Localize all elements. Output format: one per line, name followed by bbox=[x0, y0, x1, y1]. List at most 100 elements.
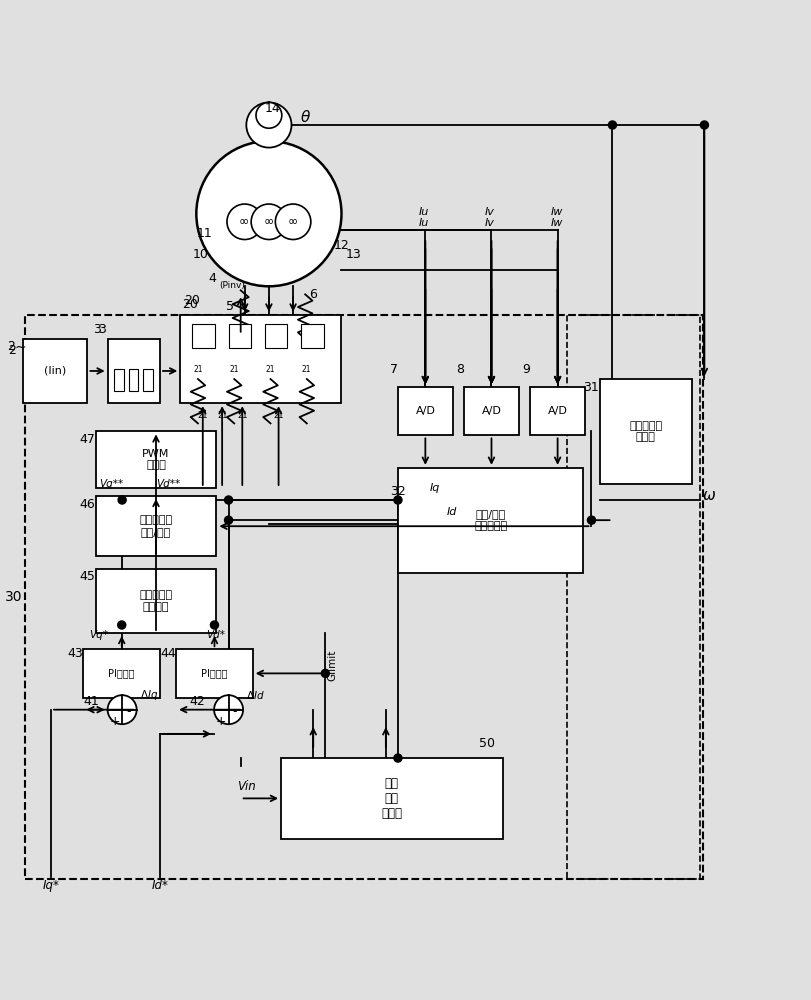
Bar bbox=[264, 324, 287, 348]
Bar bbox=[567, 315, 700, 879]
Bar bbox=[96, 496, 217, 556]
Text: 8: 8 bbox=[456, 363, 463, 376]
Bar bbox=[96, 431, 217, 488]
Bar bbox=[143, 369, 152, 391]
Text: $\Delta$Id: $\Delta$Id bbox=[246, 689, 264, 701]
Text: (Iin): (Iin) bbox=[44, 366, 67, 376]
Text: 21: 21 bbox=[229, 365, 238, 374]
Text: 14: 14 bbox=[264, 102, 281, 115]
Text: Glimit: Glimit bbox=[328, 650, 337, 681]
Bar bbox=[96, 569, 217, 633]
Text: 13: 13 bbox=[345, 248, 361, 261]
Text: 21: 21 bbox=[237, 411, 247, 420]
Bar bbox=[114, 369, 123, 391]
Circle shape bbox=[225, 516, 232, 524]
Bar bbox=[599, 379, 692, 484]
Circle shape bbox=[225, 496, 232, 504]
Text: 46: 46 bbox=[79, 498, 95, 511]
Text: 坐标转换部
相三/相二: 坐标转换部 相三/相二 bbox=[139, 515, 173, 537]
Circle shape bbox=[227, 204, 262, 240]
Bar bbox=[23, 339, 88, 403]
Text: 非干扰控制
运算部分: 非干扰控制 运算部分 bbox=[139, 590, 173, 612]
Circle shape bbox=[607, 121, 616, 129]
Circle shape bbox=[214, 695, 242, 724]
Circle shape bbox=[118, 496, 126, 504]
Text: 21: 21 bbox=[273, 411, 284, 420]
Circle shape bbox=[393, 496, 401, 504]
Text: 30: 30 bbox=[5, 590, 23, 604]
Circle shape bbox=[246, 102, 291, 148]
Circle shape bbox=[196, 141, 341, 286]
Text: 41: 41 bbox=[84, 695, 99, 708]
Bar bbox=[128, 369, 138, 391]
Text: PI控制部: PI控制部 bbox=[201, 668, 227, 678]
Text: 旋转角速度
计算部: 旋转角速度 计算部 bbox=[629, 421, 662, 442]
Bar bbox=[176, 649, 252, 698]
Bar bbox=[229, 324, 251, 348]
Circle shape bbox=[108, 695, 136, 724]
Text: Iw: Iw bbox=[551, 207, 563, 217]
Circle shape bbox=[251, 204, 286, 240]
Text: 3: 3 bbox=[93, 323, 101, 336]
Text: Iq*: Iq* bbox=[43, 879, 60, 892]
Circle shape bbox=[700, 121, 707, 129]
Bar bbox=[108, 339, 160, 403]
Text: A/D: A/D bbox=[415, 406, 435, 416]
Text: Iu: Iu bbox=[418, 207, 429, 217]
Circle shape bbox=[210, 621, 218, 629]
Text: PWM
控制器: PWM 控制器 bbox=[142, 449, 169, 470]
Circle shape bbox=[321, 669, 329, 677]
Text: 7: 7 bbox=[389, 363, 397, 376]
Text: Iq: Iq bbox=[430, 483, 440, 493]
Circle shape bbox=[118, 621, 126, 629]
Text: 2: 2 bbox=[6, 340, 15, 353]
Text: 4: 4 bbox=[208, 272, 216, 285]
Text: +: + bbox=[216, 715, 226, 728]
Text: Iv: Iv bbox=[484, 207, 494, 217]
Text: 21: 21 bbox=[217, 411, 228, 420]
Text: 21: 21 bbox=[197, 411, 208, 420]
Text: 44: 44 bbox=[160, 647, 175, 660]
Text: 6: 6 bbox=[309, 288, 317, 301]
Text: $\Delta$Iq: $\Delta$Iq bbox=[139, 688, 158, 702]
Text: 9: 9 bbox=[521, 363, 530, 376]
Text: Vq**: Vq** bbox=[100, 479, 123, 489]
Bar bbox=[180, 315, 341, 403]
Text: Iu: Iu bbox=[418, 218, 429, 228]
Text: 43: 43 bbox=[67, 647, 83, 660]
Bar bbox=[281, 758, 502, 839]
Text: $\omega$: $\omega$ bbox=[701, 488, 715, 503]
Text: Vd**: Vd** bbox=[156, 479, 180, 489]
Text: Id: Id bbox=[446, 507, 456, 517]
Text: 32: 32 bbox=[389, 485, 406, 498]
Text: Iv: Iv bbox=[484, 218, 494, 228]
Circle shape bbox=[255, 102, 281, 128]
Text: $\theta$: $\theta$ bbox=[299, 109, 311, 125]
Bar bbox=[397, 387, 453, 435]
Text: A/D: A/D bbox=[481, 406, 501, 416]
Bar bbox=[84, 649, 160, 698]
Text: oo: oo bbox=[288, 217, 298, 226]
Text: PI控制部: PI控制部 bbox=[109, 668, 135, 678]
Text: 45: 45 bbox=[79, 570, 95, 583]
Text: 21: 21 bbox=[193, 365, 203, 374]
Text: 47: 47 bbox=[79, 433, 95, 446]
Text: 42: 42 bbox=[190, 695, 205, 708]
Bar bbox=[397, 468, 582, 573]
Text: 3: 3 bbox=[98, 323, 105, 336]
Text: 20: 20 bbox=[182, 298, 197, 311]
Text: 21: 21 bbox=[265, 365, 275, 374]
Text: Vq*: Vq* bbox=[89, 630, 109, 640]
Text: 三相/二相
坐标转换部: 三相/二相 坐标转换部 bbox=[474, 509, 507, 531]
Bar bbox=[301, 324, 324, 348]
Bar bbox=[25, 315, 702, 879]
Text: oo: oo bbox=[240, 217, 249, 226]
Text: -: - bbox=[126, 705, 131, 718]
Text: 5: 5 bbox=[226, 300, 234, 313]
Text: oo: oo bbox=[264, 217, 273, 226]
Text: 20: 20 bbox=[184, 294, 200, 307]
Circle shape bbox=[275, 204, 311, 240]
Text: 10: 10 bbox=[192, 248, 208, 261]
Text: 12: 12 bbox=[333, 239, 349, 252]
Text: (Pinv): (Pinv) bbox=[219, 281, 244, 290]
